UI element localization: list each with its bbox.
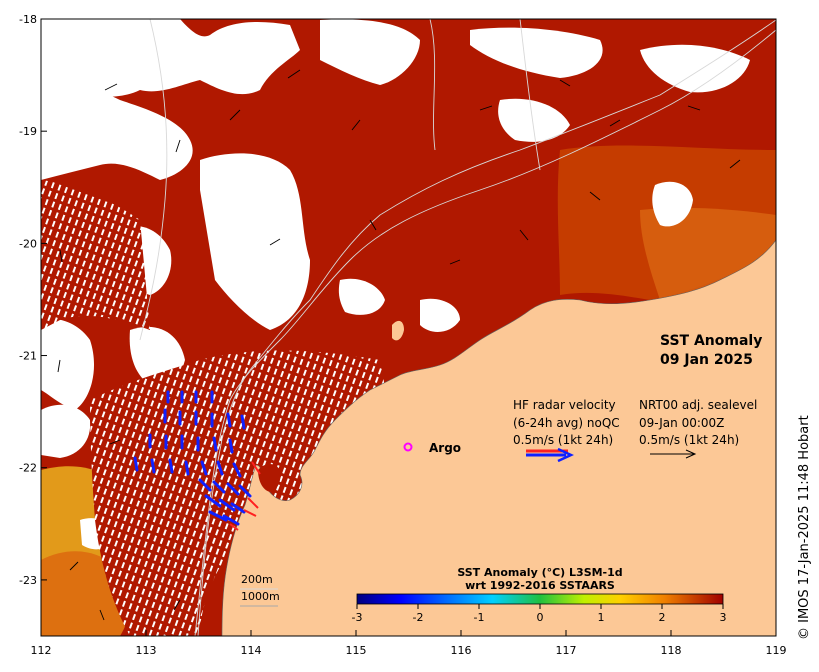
y-tick-label: -19: [19, 125, 37, 138]
x-tick-label: 114: [241, 644, 262, 657]
depth-contours: [139, 19, 776, 636]
nrt-legend-line1: NRT00 adj. sealevel: [639, 398, 757, 412]
y-axis: -18 -19 -20 -21 -22 -23: [19, 13, 47, 587]
x-tick-label: 116: [451, 644, 472, 657]
nrt-legend-arrow: [650, 449, 697, 459]
argo-label: Argo: [429, 441, 461, 455]
depth-label-1000m: 1000m: [241, 590, 280, 603]
colorbar-title-line1: SST Anomaly (°C) L3SM-1d: [457, 566, 622, 579]
colorbar-tick-label: -1: [474, 611, 485, 624]
imos-credit: © IMOS 17-Jan-2025 11:48 Hobart: [797, 415, 812, 640]
x-tick-label: 119: [766, 644, 787, 657]
hf-legend-line2: (6-24h avg) noQC: [513, 416, 620, 430]
map-title-line1: SST Anomaly: [660, 333, 762, 349]
hf-radar-arrows: [133, 390, 252, 526]
sealevel-arrows: [57, 69, 741, 621]
argo-float-marker: [403, 442, 413, 452]
swath-stripes: [41, 180, 400, 636]
colorbar-tick-label: -2: [413, 611, 424, 624]
depth-label-200m: 200m: [241, 573, 273, 586]
colorbar-tick-label: 3: [720, 611, 727, 624]
y-tick-label: -23: [19, 574, 37, 587]
colorbar-tick-label: 1: [598, 611, 605, 624]
y-tick-label: -22: [19, 462, 37, 475]
argo-island-dots: [392, 320, 404, 341]
nrt-legend-line3: 0.5m/s (1kt 24h): [639, 433, 739, 447]
colorbar-tick-label: -3: [352, 611, 363, 624]
exmouth-gulf: [258, 464, 281, 492]
x-tick-label: 112: [31, 644, 52, 657]
x-tick-label: 117: [556, 644, 577, 657]
map-title-line2: 09 Jan 2025: [660, 352, 753, 368]
nrt-legend-line2: 09-Jan 00:00Z: [639, 416, 724, 430]
colorbar-tick-label: 0: [537, 611, 544, 624]
y-tick-label: -18: [19, 13, 37, 26]
hf-legend-line1: HF radar velocity: [513, 398, 616, 412]
x-tick-label: 118: [661, 644, 682, 657]
australia-land: [221, 239, 776, 636]
colorbar-title-line2: wrt 1992-2016 SSTAARS: [465, 579, 615, 592]
plot-frame: [40, 18, 777, 637]
y-tick-label: -20: [19, 237, 37, 250]
colorbar: [356, 593, 724, 605]
y-tick-label: -21: [19, 350, 37, 363]
hf-radar-red-arrows: [229, 461, 261, 531]
sst-orange-light-patch: [640, 207, 776, 300]
colorbar-tick-label: 2: [659, 611, 666, 624]
x-tick-label: 115: [346, 644, 367, 657]
hf-legend-arrow: [526, 447, 574, 463]
x-tick-label: 113: [136, 644, 157, 657]
colorbar-ticks: -3 -2 -1 0 1 2 3: [352, 604, 727, 624]
hf-legend-line3: 0.5m/s (1kt 24h): [513, 433, 613, 447]
cloud-gaps: [41, 19, 750, 550]
x-axis: 112 113 114 115 116 117 118 119: [31, 630, 787, 657]
